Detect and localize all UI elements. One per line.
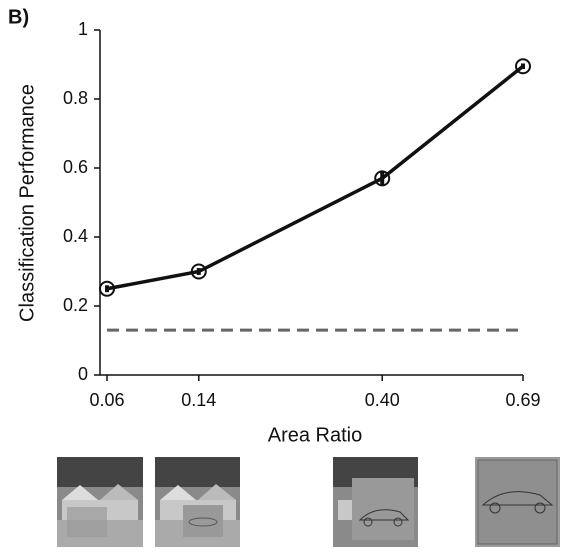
thumbnail bbox=[57, 457, 143, 547]
y-tick-label: 0.6 bbox=[63, 157, 88, 177]
y-tick-label: 0.4 bbox=[63, 226, 88, 246]
data-line bbox=[106, 64, 525, 291]
marker bbox=[99, 280, 115, 297]
y-axis-label: Classification Performance bbox=[16, 84, 38, 322]
marker bbox=[515, 58, 531, 75]
thumbnail bbox=[155, 457, 240, 547]
thumbnail bbox=[475, 457, 560, 547]
thumbnail bbox=[333, 457, 418, 547]
x-axis-label: Area Ratio bbox=[268, 424, 363, 446]
y-tick-label: 0.8 bbox=[63, 88, 88, 108]
y-tick-label: 0 bbox=[78, 364, 88, 384]
x-tick-label: 0.06 bbox=[89, 390, 124, 410]
x-tick-label: 0.40 bbox=[365, 390, 400, 410]
y-tick-label: 1 bbox=[78, 19, 88, 39]
marker bbox=[190, 263, 207, 280]
panel-label: B) bbox=[8, 6, 29, 28]
x-tick-label: 0.14 bbox=[181, 390, 216, 410]
thumbnails bbox=[57, 457, 560, 547]
marker bbox=[374, 170, 391, 187]
y-tick-label: 0.2 bbox=[63, 295, 88, 315]
x-tick-label: 0.69 bbox=[505, 390, 540, 410]
